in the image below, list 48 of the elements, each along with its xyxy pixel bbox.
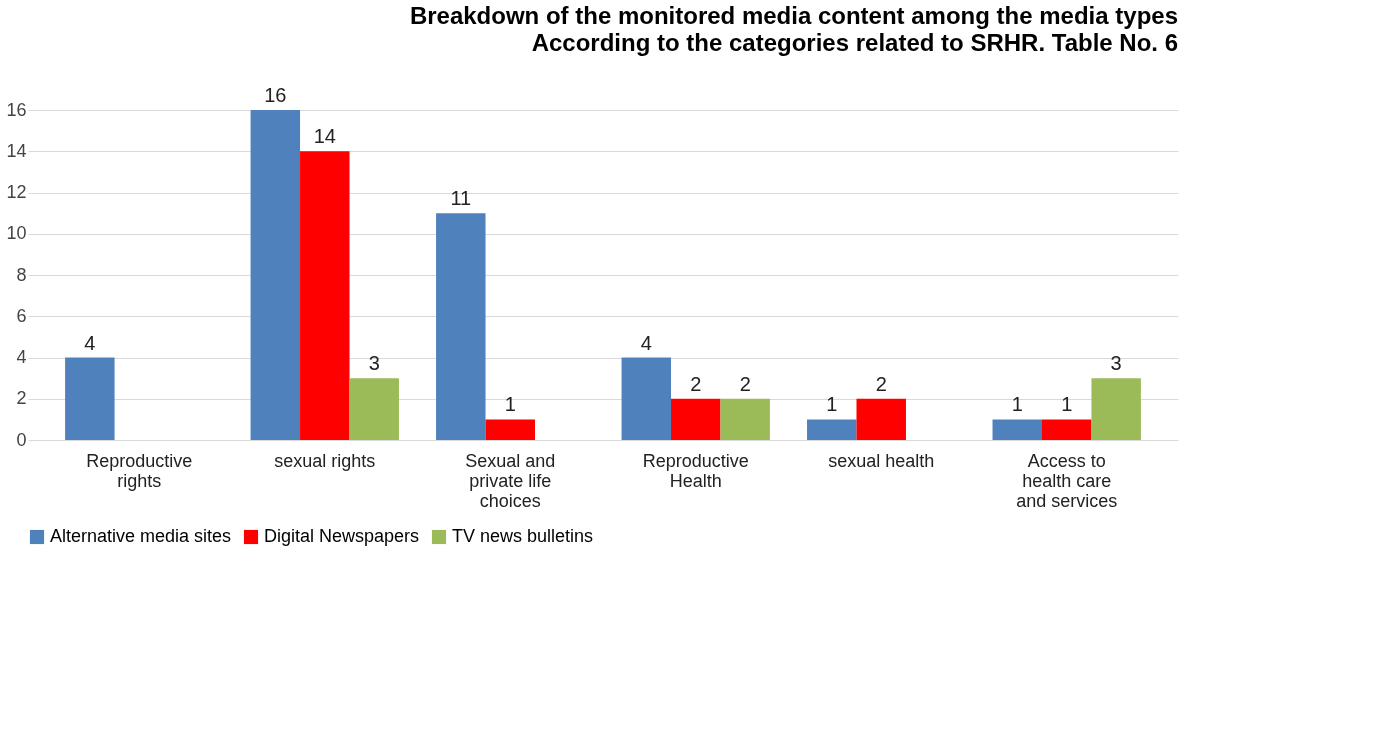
data-label: 14 [313,125,336,148]
x-tick-label: Reproductive Health [642,450,749,491]
y-tick-label: 0 [16,429,27,450]
bar [1041,419,1092,440]
bar [485,419,535,440]
bar [436,213,486,440]
y-tick-label: 6 [16,305,27,326]
x-tick-label: Reproductive rights [86,450,193,491]
bar [621,357,672,440]
x-tick-label: Sexual and private life choices [465,450,556,511]
legend-label: Digital Newspapers [264,526,420,546]
data-label: 11 [450,187,472,210]
bar [300,151,350,440]
data-label: 16 [264,84,287,106]
x-tick-label: Access to health care and services [1016,450,1118,511]
data-label: 1 [1011,393,1023,416]
bar [992,419,1042,440]
bar [856,398,906,440]
y-tick-label: 2 [16,388,27,409]
bar [1091,378,1141,440]
y-tick-label: 10 [6,223,27,244]
chart-title: Breakdown of the monitored media content among the media types [409,2,1178,29]
bar [250,110,301,440]
x-tick-label: sexual health [828,450,935,471]
data-label: 1 [504,393,516,416]
legend-label: TV news bulletins [452,526,594,546]
data-label: 3 [368,352,380,375]
y-tick-label: 14 [6,140,27,161]
bar [349,378,399,440]
data-label: 2 [690,372,702,395]
chart-subtitle: According to the categories related to SRHR. Table No. 6 [531,29,1178,56]
bar [720,398,770,440]
data-label: 2 [739,372,751,395]
data-label: 4 [84,331,96,354]
bar [671,398,721,440]
y-tick-label: 12 [6,182,27,202]
data-label: 4 [640,331,652,354]
x-tick-label: sexual rights [274,450,376,471]
data-label: 1 [1061,393,1073,416]
bar [65,357,115,440]
y-tick-label: 16 [6,99,27,120]
data-label: 1 [826,393,838,416]
y-tick-label: 8 [16,264,27,285]
bar [807,419,857,440]
legend-label: Alternative media sites [50,526,232,546]
data-label: 2 [875,372,887,395]
data-label: 3 [1110,352,1122,375]
y-tick-label: 4 [16,347,27,367]
